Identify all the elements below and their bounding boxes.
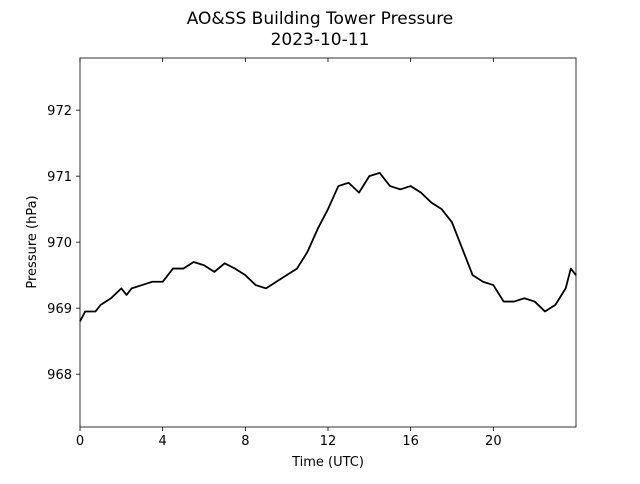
y-tick-label: 971 <box>47 170 72 185</box>
plot-frame <box>79 57 577 428</box>
x-tick-label: 0 <box>76 434 84 449</box>
chart-subtitle: 2023-10-11 <box>271 30 370 50</box>
x-tick-label: 12 <box>320 434 337 449</box>
y-tick-label: 968 <box>47 368 72 383</box>
y-axis-label: Pressure (hPa) <box>25 195 40 288</box>
x-tick-label: 16 <box>402 434 419 449</box>
y-tick-label: 969 <box>47 302 72 317</box>
x-tick-label: 8 <box>241 434 249 449</box>
chart-title: AO&SS Building Tower Pressure <box>187 9 454 29</box>
y-tick-label: 970 <box>47 236 72 251</box>
line-series <box>79 171 577 322</box>
x-tick-label: 20 <box>485 434 502 449</box>
y-tick-label: 972 <box>47 104 72 119</box>
x-tick-label: 4 <box>159 434 167 449</box>
x-axis-label: Time (UTC) <box>291 455 364 470</box>
